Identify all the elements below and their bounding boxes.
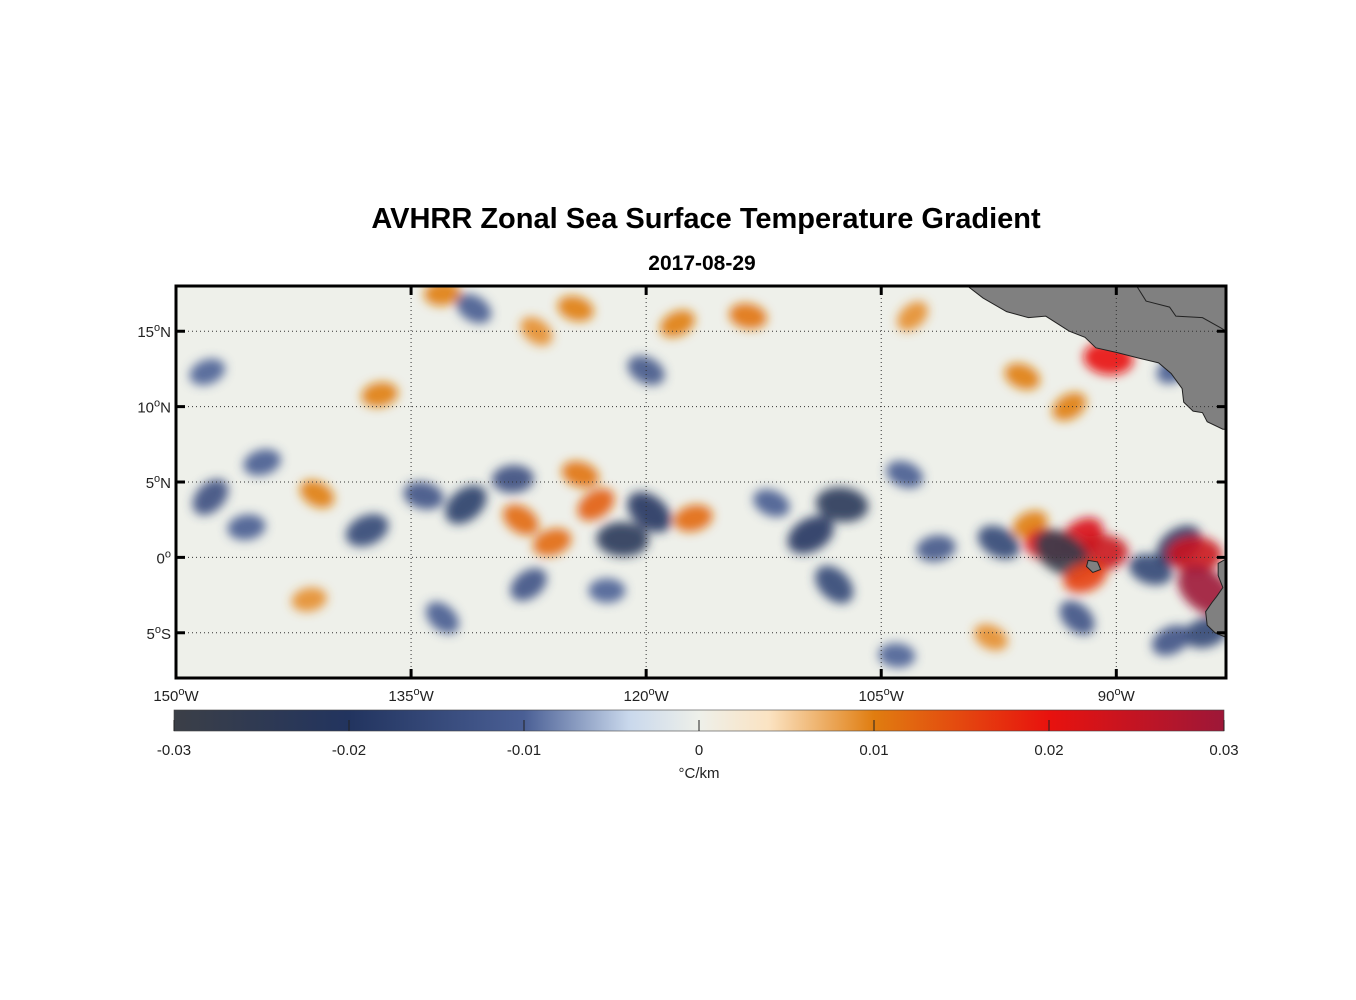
land-south-america	[1205, 558, 1226, 638]
gradient-anomaly	[189, 358, 226, 386]
land-central-america	[912, 286, 1226, 430]
gradient-anomaly	[557, 295, 594, 322]
lat-tick-label: 5oN	[146, 473, 171, 492]
gradient-anomaly	[403, 481, 444, 510]
lat-tick-label: 10oN	[137, 398, 171, 417]
gradient-anomaly	[878, 643, 916, 668]
lat-tick-label: 5oS	[147, 624, 171, 643]
gradient-anomaly	[561, 461, 599, 488]
gradient-anomaly	[886, 460, 924, 489]
gradient-anomaly	[673, 504, 713, 532]
lon-tick-label: 135oW	[388, 686, 434, 705]
colorbar-ticks: -0.03 -0.02 -0.01 0 0.01 0.02 0.03	[157, 720, 1239, 759]
colorbar-tick-label: -0.02	[332, 742, 366, 759]
colorbar-tick-label: 0.01	[859, 742, 888, 759]
colorbar-tick-label: 0	[695, 742, 703, 759]
gradient-anomaly	[510, 568, 547, 601]
lat-tick-label: 15oN	[137, 322, 171, 341]
gradient-anomaly	[787, 515, 834, 554]
gradient-anomaly	[456, 293, 492, 324]
gradient-anomaly	[227, 514, 266, 541]
gradient-anomaly	[1167, 536, 1223, 573]
gradient-anomaly	[445, 485, 487, 524]
map-subtitle: 2017-08-29	[648, 252, 756, 275]
gradient-anomaly	[192, 479, 229, 515]
gradient-anomaly	[491, 465, 535, 493]
gradient-anomaly	[577, 488, 615, 521]
gradient-anomaly	[977, 525, 1020, 560]
colorbar-tick-label: 0.03	[1209, 742, 1238, 759]
colorbar: -0.03 -0.02 -0.01 0 0.01 0.02 0.03 °C/km	[157, 709, 1239, 782]
gradient-anomaly	[815, 487, 869, 523]
land-mexico-inland-notch	[1136, 286, 1226, 332]
gradient-anomaly	[532, 528, 572, 557]
gradient-anomaly	[1059, 600, 1095, 635]
gradient-anomaly	[299, 480, 335, 509]
colorbar-tick-label: -0.03	[157, 742, 191, 759]
lon-tick-label: 90oW	[1098, 686, 1136, 705]
gradient-anomaly	[345, 514, 389, 547]
gradient-anomaly	[588, 578, 626, 603]
gradient-anomaly	[425, 601, 459, 634]
gradient-anomaly	[502, 504, 539, 536]
gradient-anomaly	[897, 301, 928, 331]
land-layer	[912, 286, 1226, 638]
gradient-anomaly-layer	[189, 286, 1226, 668]
gradient-anomaly	[753, 489, 790, 517]
colorbar-tick-label: 0.02	[1034, 742, 1063, 759]
map-title: AVHRR Zonal Sea Surface Temperature Grad…	[371, 203, 1041, 235]
lon-tick-label: 105oW	[859, 686, 905, 705]
gradient-anomaly	[1004, 363, 1041, 390]
gradient-anomaly	[1052, 392, 1087, 421]
axis-ticks: 150oW 135oW 120oW 105oW 90oW 15oN 10oN 5oN 0o 5oS	[137, 286, 1226, 705]
gradient-anomaly	[596, 522, 649, 557]
lat-tick-label: 0o	[157, 548, 171, 567]
gradient-anomaly	[291, 587, 327, 612]
gradient-anomaly	[243, 449, 281, 476]
land-galapagos	[1085, 559, 1102, 574]
lon-tick-label: 150oW	[153, 686, 199, 705]
gradient-anomaly	[729, 303, 767, 330]
gradient-anomaly	[1033, 529, 1089, 577]
gradient-anomaly	[627, 491, 672, 533]
lon-tick-label: 120oW	[623, 686, 669, 705]
gradient-anomaly	[815, 565, 854, 604]
gradient-anomaly	[660, 310, 695, 338]
gradient-anomaly	[974, 624, 1008, 651]
gradient-anomaly	[361, 382, 399, 407]
gradient-anomaly	[916, 535, 956, 562]
colorbar-tick-label: -0.01	[507, 742, 541, 759]
colorbar-unit-label: °C/km	[679, 765, 720, 782]
